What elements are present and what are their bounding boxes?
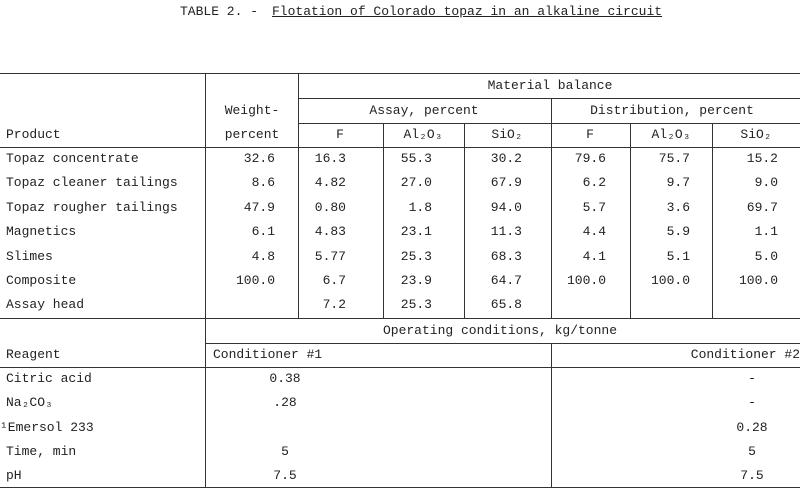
column-header: percent (224, 127, 280, 142)
cell: 4.8 (251, 248, 275, 264)
cell: 11.3 (490, 224, 522, 240)
cell: .28 (273, 395, 297, 411)
cell: 7.5 (273, 468, 297, 484)
cell: 65.8 (490, 297, 522, 313)
cell: 100.0 (566, 273, 606, 288)
column-header: Product (6, 127, 61, 142)
cell: 5 (748, 443, 756, 459)
cell: 64.7 (490, 273, 522, 288)
row-label: Topaz concentrate (6, 151, 139, 166)
cell: 16.3 (314, 151, 346, 166)
cell: 5 (281, 443, 289, 459)
cell: 8.6 (251, 175, 275, 191)
cell: 25.3 (400, 248, 432, 264)
row-label: pH (6, 468, 22, 484)
cell: 100.0 (650, 273, 690, 288)
title-label: TABLE 2. - (180, 4, 259, 19)
column-header: Al₂O₃ (651, 127, 691, 142)
cell: 0.28 (736, 419, 768, 435)
cell: 5.7 (582, 199, 606, 215)
row-label: Assay head (6, 297, 85, 313)
row-label: Topaz cleaner tailings (6, 175, 178, 191)
row-label: Topaz rougher tailings (6, 199, 178, 215)
column-header: Reagent (6, 347, 61, 362)
cell: 25.3 (400, 297, 432, 313)
group-header: Distribution, percent (590, 103, 754, 118)
column-header: Conditioner #2 (690, 347, 800, 362)
cell: 9.0 (754, 175, 778, 191)
cell: 67.9 (490, 175, 522, 191)
cell: 55.3 (400, 151, 432, 166)
cell: 0.80 (314, 199, 346, 215)
row-label: Composite (6, 273, 77, 288)
cell: 79.6 (574, 151, 606, 166)
section-header: Operating conditions, kg/tonne (382, 323, 618, 338)
cell: 3.6 (666, 199, 690, 215)
cell: 0.38 (269, 371, 301, 386)
cell: 100.0 (235, 273, 275, 288)
rules (0, 73, 800, 488)
cell: 4.83 (314, 224, 346, 240)
row-label: ¹Emersol 233 (0, 419, 94, 435)
cell: 75.7 (658, 151, 690, 166)
group-header: Assay, percent (369, 103, 479, 118)
cell: 69.7 (746, 199, 778, 215)
cell: 32.6 (243, 151, 275, 166)
cell: 1.8 (408, 199, 432, 215)
column-header: SiO₂ (491, 127, 523, 142)
cell: 9.7 (666, 175, 690, 191)
cell: 4.82 (314, 175, 346, 191)
cell: 4.1 (582, 248, 606, 264)
cell: 4.4 (582, 224, 606, 240)
row-label: Time, min (6, 443, 77, 459)
cell: 23.1 (400, 224, 432, 240)
column-header: F (336, 127, 344, 142)
cell: 5.0 (754, 248, 778, 264)
cell: 30.2 (490, 151, 522, 166)
row-label: Magnetics (6, 224, 77, 240)
cell: - (748, 371, 756, 386)
cell: 47.9 (243, 199, 275, 215)
group-header: Material balance (487, 78, 613, 93)
column-header: Al₂O₃ (403, 127, 443, 142)
cell: 27.0 (400, 175, 432, 191)
cell: 7.5 (740, 468, 764, 484)
cell: 5.9 (666, 224, 690, 240)
cell: 94.0 (490, 199, 522, 215)
cell: 15.2 (746, 151, 778, 166)
title-text: Flotation of Colorado topaz in an alkali… (272, 4, 663, 19)
column-header: SiO₂ (740, 127, 772, 142)
row-label: Citric acid (6, 371, 92, 386)
cell: 7.2 (322, 297, 346, 313)
cell: 6.2 (582, 175, 606, 191)
cell: 6.1 (251, 224, 275, 240)
cell: 5.1 (666, 248, 690, 264)
row-label: Na₂CO₃ (6, 395, 53, 411)
cell: 23.9 (400, 273, 432, 288)
cell: 1.1 (754, 224, 778, 240)
column-header: F (586, 127, 594, 142)
column-header: Conditioner #1 (213, 347, 323, 362)
cell: 68.3 (490, 248, 522, 264)
column-header: Weight- (224, 103, 280, 118)
cell: 6.7 (322, 273, 346, 288)
cell: 100.0 (738, 273, 778, 288)
cell: - (748, 395, 756, 411)
row-label: Slimes (6, 248, 53, 264)
cell: 5.77 (314, 248, 346, 264)
